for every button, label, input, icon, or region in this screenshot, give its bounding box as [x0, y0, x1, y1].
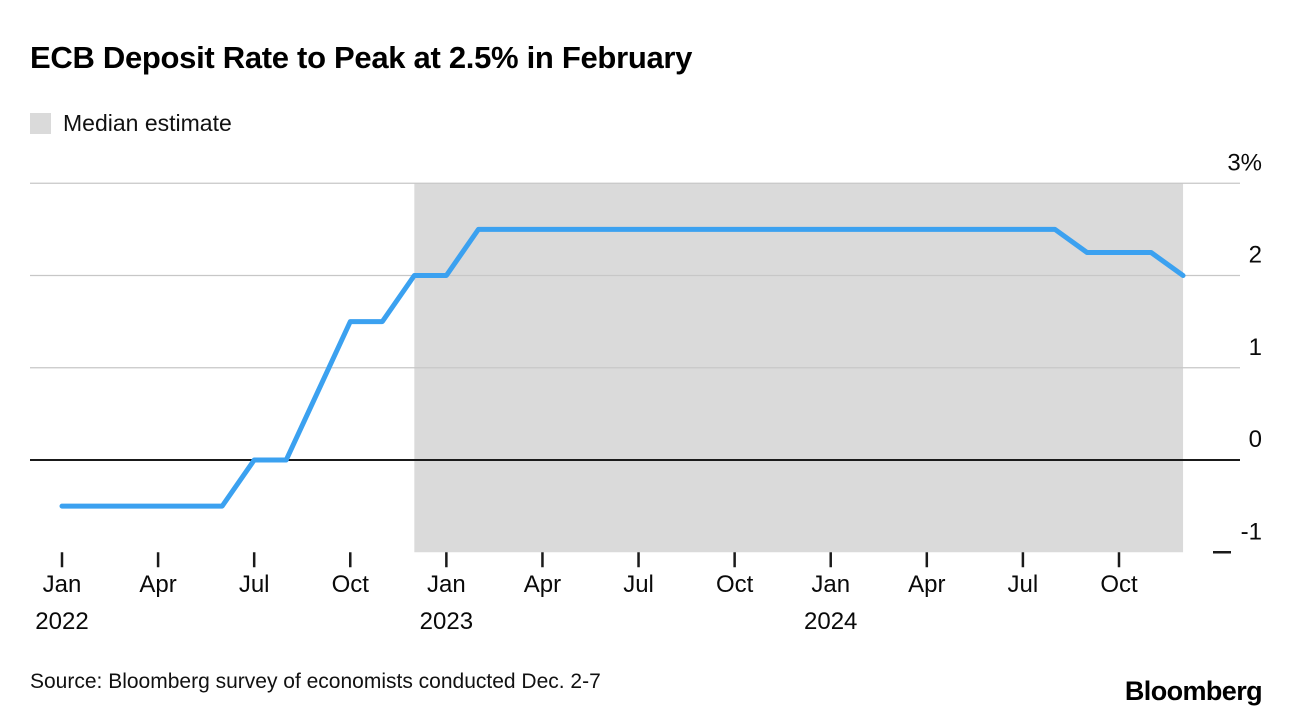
x-axis-year-label: 2023: [420, 608, 473, 635]
x-axis-label: Jan: [43, 571, 82, 598]
x-axis-label: Apr: [524, 571, 561, 598]
x-axis-label: Jul: [1008, 571, 1039, 598]
y-axis-label: 2: [1249, 242, 1262, 269]
x-axis-label: Apr: [139, 571, 176, 598]
y-axis-label: 0: [1249, 426, 1262, 453]
y-axis-label: 3%: [1227, 149, 1262, 176]
x-axis-label: Jan: [811, 571, 850, 598]
x-axis-label: Jul: [239, 571, 270, 598]
x-axis-year-label: 2022: [35, 608, 88, 635]
deposit-rate-line: [59, 226, 1186, 509]
y-axis-label: -1: [1241, 518, 1262, 545]
chart-title: ECB Deposit Rate to Peak at 2.5% in Febr…: [30, 40, 693, 75]
source-note: Source: Bloomberg survey of economists c…: [30, 670, 601, 693]
median-estimate-swatch: [30, 113, 51, 134]
bloomberg-logo: Bloomberg: [1124, 676, 1263, 706]
legend: Median estimate: [30, 110, 232, 137]
x-axis-label: Jan: [427, 571, 466, 598]
x-axis-label: Oct: [716, 571, 754, 598]
x-axis-label: Oct: [332, 571, 370, 598]
y-axis-label: 1: [1249, 334, 1262, 361]
x-axis-label: Apr: [908, 571, 945, 598]
line-chart: 3% 2 1 0 -1 Jan 2022 Apr Jul Oct Jan 2023 Apr Jul Oct J…: [30, 149, 1262, 635]
x-axis-label: Oct: [1100, 571, 1138, 598]
x-axis-year-label: 2024: [804, 608, 857, 635]
x-axis-label: Jul: [623, 571, 654, 598]
legend-label: Median estimate: [63, 110, 232, 136]
